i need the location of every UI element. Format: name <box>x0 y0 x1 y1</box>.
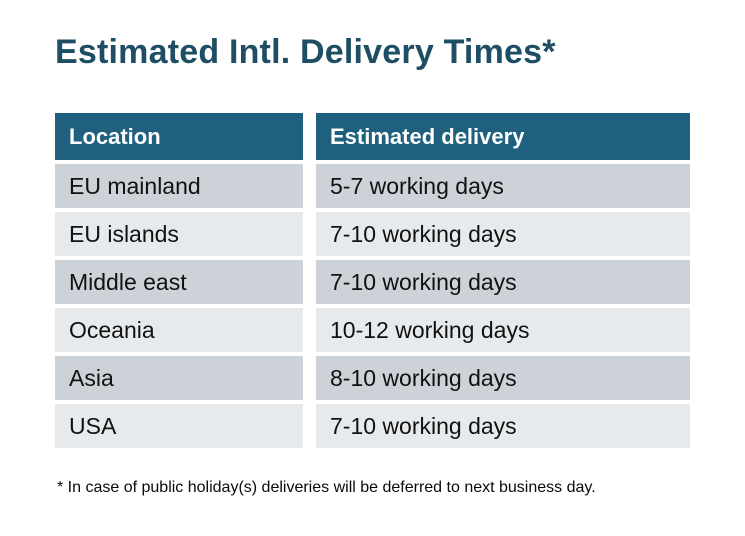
footnote: * In case of public holiday(s) deliverie… <box>57 479 596 496</box>
table-cell-delivery: 7-10 working days <box>316 260 690 304</box>
delivery-times-table: Location Estimated delivery EU mainland … <box>55 113 690 448</box>
table-cell-location: USA <box>55 404 303 448</box>
table-cell-delivery: 8-10 working days <box>316 356 690 400</box>
table-cell-location: EU mainland <box>55 164 303 208</box>
table-cell-location: Asia <box>55 356 303 400</box>
table-cell-delivery: 10-12 working days <box>316 308 690 352</box>
table-cell-delivery: 5-7 working days <box>316 164 690 208</box>
table-cell-location: EU islands <box>55 212 303 256</box>
column-header-location: Location <box>55 113 303 160</box>
page-title: Estimated Intl. Delivery Times* <box>55 33 556 71</box>
table-cell-delivery: 7-10 working days <box>316 404 690 448</box>
table-cell-delivery: 7-10 working days <box>316 212 690 256</box>
table-cell-location: Oceania <box>55 308 303 352</box>
column-header-estimated-delivery: Estimated delivery <box>316 113 690 160</box>
table-cell-location: Middle east <box>55 260 303 304</box>
